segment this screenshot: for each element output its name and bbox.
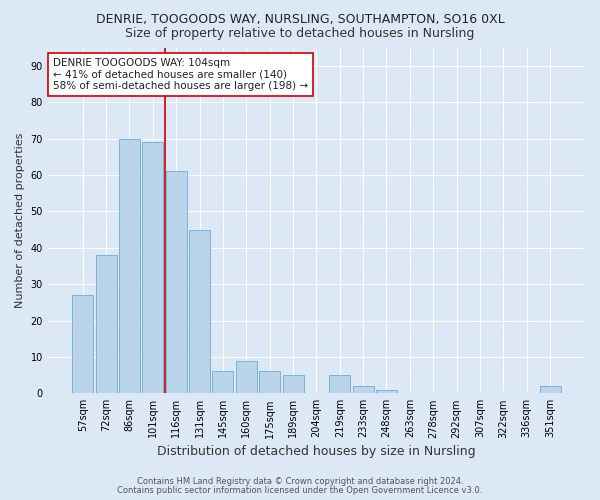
Bar [353, 386, 374, 394]
Text: DENRIE TOOGOODS WAY: 104sqm
← 41% of detached houses are smaller (140)
58% of se: DENRIE TOOGOODS WAY: 104sqm ← 41% of det… [53, 58, 308, 91]
Bar [283, 375, 304, 394]
Bar [166, 172, 187, 394]
Bar [539, 386, 560, 394]
Bar [72, 295, 93, 394]
Text: DENRIE, TOOGOODS WAY, NURSLING, SOUTHAMPTON, SO16 0XL: DENRIE, TOOGOODS WAY, NURSLING, SOUTHAMP… [95, 12, 505, 26]
Bar [142, 142, 163, 394]
Bar [212, 372, 233, 394]
Bar [95, 255, 116, 394]
Text: Size of property relative to detached houses in Nursling: Size of property relative to detached ho… [125, 28, 475, 40]
Bar [236, 360, 257, 394]
Y-axis label: Number of detached properties: Number of detached properties [15, 132, 25, 308]
Bar [189, 230, 210, 394]
Bar [259, 372, 280, 394]
Bar [329, 375, 350, 394]
Text: Contains public sector information licensed under the Open Government Licence v3: Contains public sector information licen… [118, 486, 482, 495]
Text: Contains HM Land Registry data © Crown copyright and database right 2024.: Contains HM Land Registry data © Crown c… [137, 477, 463, 486]
X-axis label: Distribution of detached houses by size in Nursling: Distribution of detached houses by size … [157, 444, 476, 458]
Bar [376, 390, 397, 394]
Bar [119, 138, 140, 394]
